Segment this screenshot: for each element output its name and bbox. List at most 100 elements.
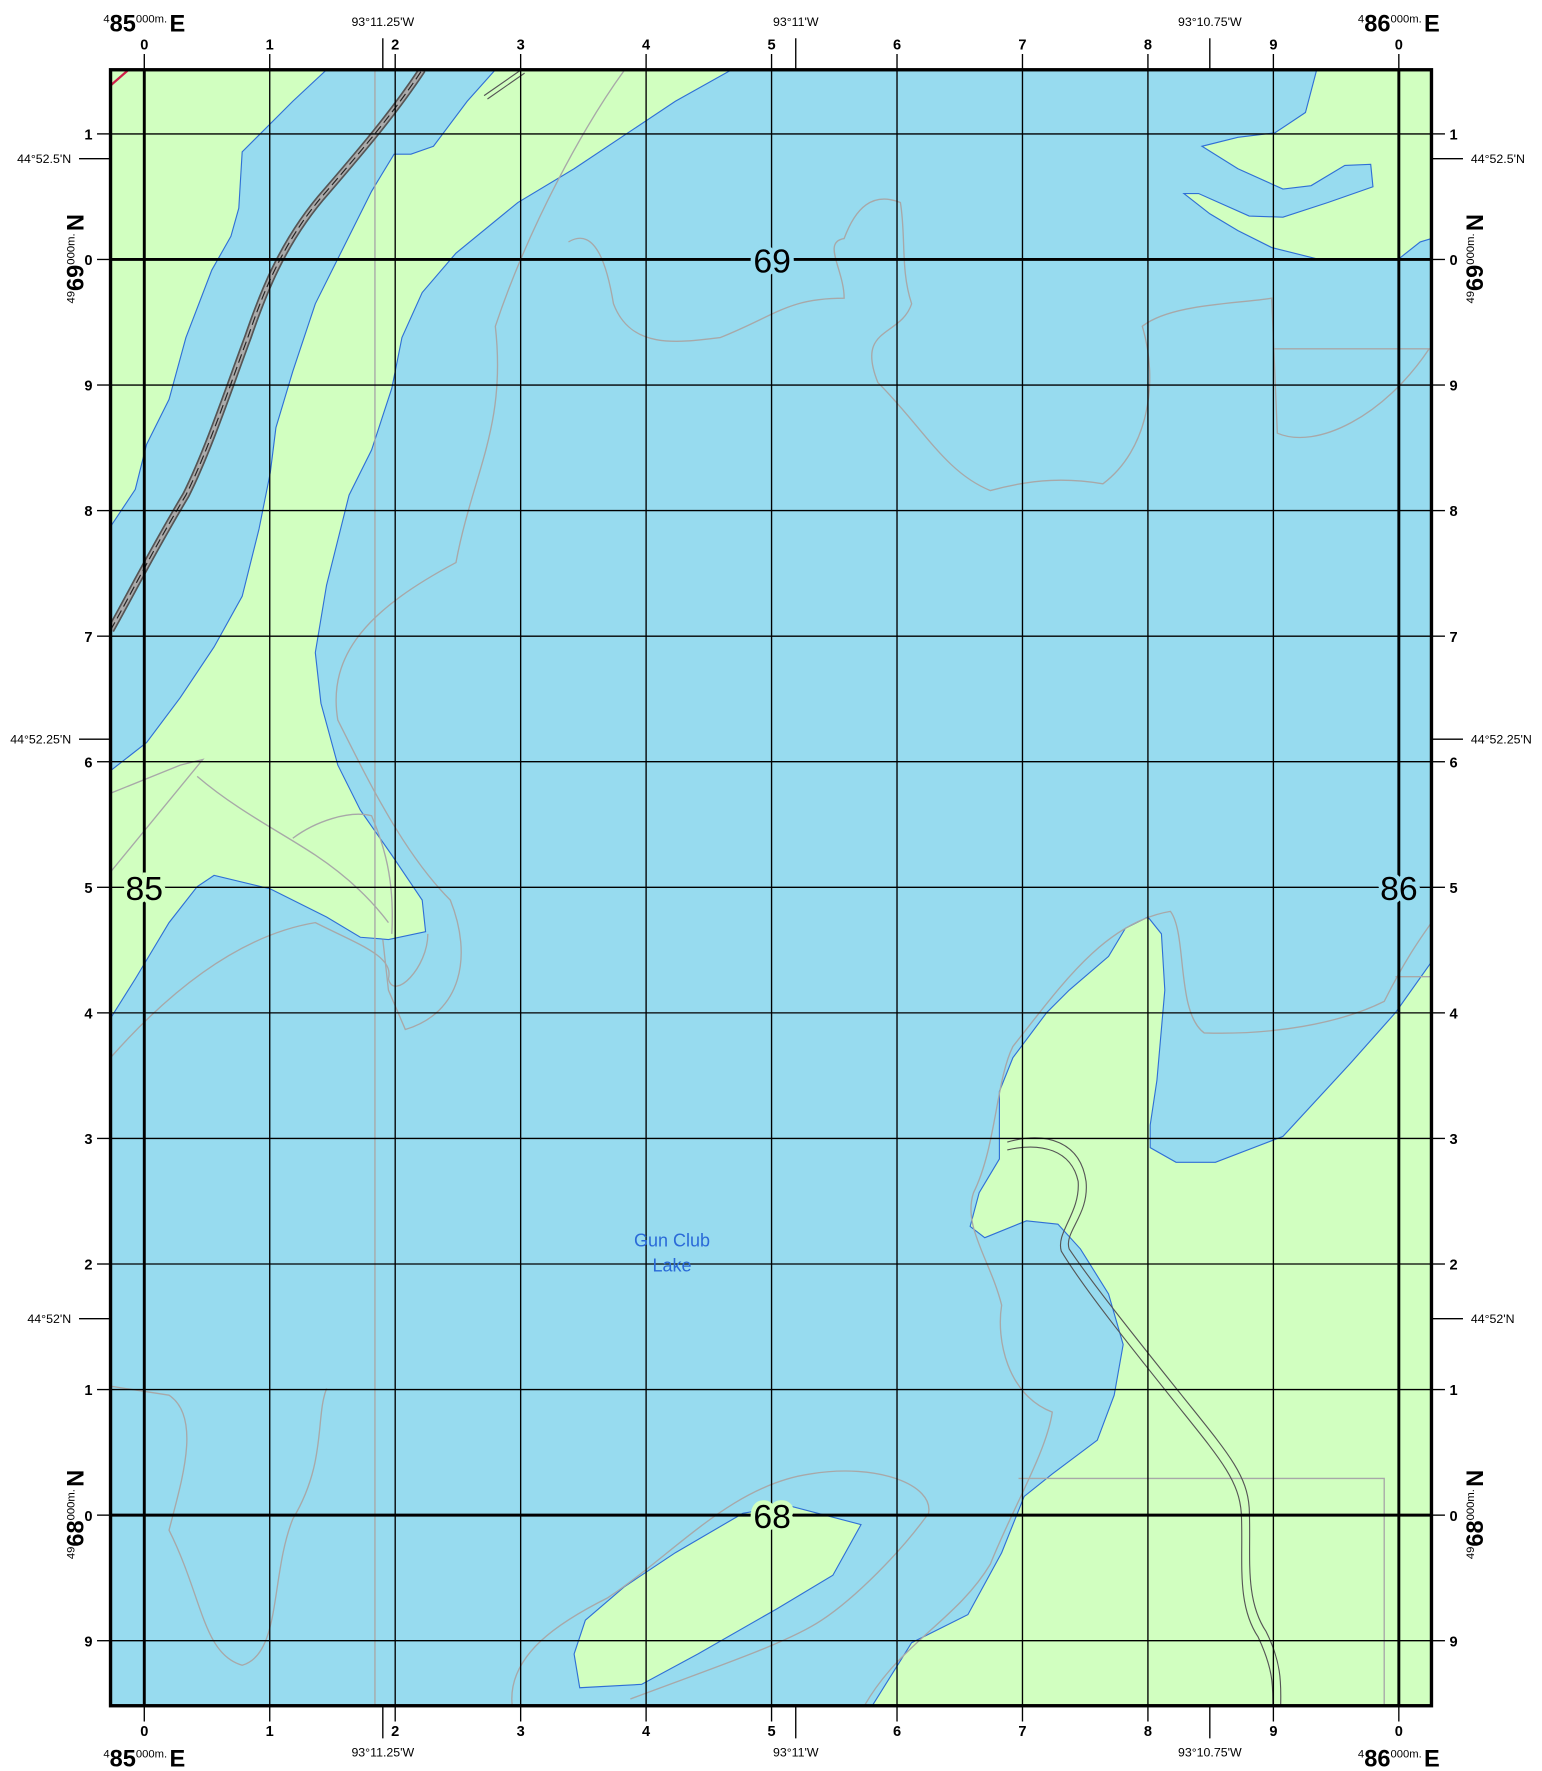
- longitude-label: 93°11'W: [773, 1745, 819, 1759]
- corner-prefix: 4: [1358, 14, 1364, 26]
- northing-label: 4: [1449, 1006, 1458, 1022]
- corner-major: 85: [110, 1746, 136, 1771]
- corner-dir: N: [64, 1470, 90, 1487]
- corner-suffix: 000m.: [1465, 233, 1477, 264]
- corner-suffix: 000m.: [66, 1489, 78, 1520]
- corner-dir: N: [1463, 1470, 1489, 1487]
- latitude-label: 44°52.5'N: [1471, 152, 1525, 166]
- easting-label: 4: [642, 1724, 651, 1740]
- northing-label: 1: [1449, 1383, 1457, 1399]
- northing-label: 8: [1449, 504, 1457, 520]
- latitude-label: 44°52'N: [1471, 1312, 1515, 1326]
- corner-dir: N: [64, 214, 90, 231]
- northing-label: 0: [84, 1509, 92, 1525]
- northing-label: 5: [1449, 881, 1457, 897]
- corner-dir: E: [1424, 12, 1440, 38]
- grid-zone-label: 68: [753, 1498, 791, 1536]
- road: [483, 69, 1282, 1706]
- easting-label: 1: [266, 38, 274, 54]
- corner-major: 86: [1364, 12, 1390, 38]
- corner-major: 69: [1463, 265, 1489, 291]
- easting-label: 9: [1269, 38, 1277, 54]
- corner-suffix: 000m.: [1465, 1489, 1477, 1520]
- corner-label: 4968000m. N: [64, 1470, 90, 1559]
- northing-label: 0: [84, 253, 92, 269]
- map-body: [110, 69, 1432, 1706]
- corner-label: 486000m. E: [1358, 12, 1440, 38]
- land: [871, 916, 1432, 1706]
- easting-label: 0: [1395, 38, 1403, 54]
- easting-label: 5: [767, 38, 775, 54]
- boundary: [110, 69, 130, 87]
- easting-label: 2: [391, 1724, 399, 1740]
- easting-label: 4: [642, 38, 651, 54]
- northing-label: 6: [84, 755, 92, 771]
- northing-label: 1: [1449, 128, 1457, 144]
- easting-label: 5: [767, 1724, 775, 1740]
- northing-label: 9: [1449, 379, 1457, 395]
- northing-label: 0: [1449, 1509, 1457, 1525]
- easting-label: 3: [517, 1724, 525, 1740]
- corner-suffix: 000m.: [1390, 1748, 1421, 1760]
- northing-label: 3: [84, 1132, 92, 1148]
- easting-label: 1: [266, 1724, 274, 1740]
- northing-label: 7: [84, 630, 92, 646]
- contours: [110, 69, 1432, 1706]
- corner-prefix: 49: [66, 291, 78, 304]
- water-label: Gun Club: [634, 1231, 710, 1251]
- corner-prefix: 4: [103, 1748, 109, 1760]
- corner-label: 485000m. E: [103, 1746, 185, 1771]
- grid: [110, 69, 1432, 1706]
- grid-zone-label: 69: [753, 242, 791, 280]
- longitude-label: 93°10.75'W: [1178, 1745, 1242, 1759]
- latitude-label: 44°52'N: [27, 1312, 71, 1326]
- easting-label: 9: [1269, 1724, 1277, 1740]
- corner-major: 69: [64, 265, 90, 291]
- labels: 0 0 1 1 2 2 3 3 4 4 5 5 6 6 7 7 8 8 9 9 0 0 1 1 0 0 9 9 8 8 7 7 6 6 5 5 4 4 3 3…: [10, 12, 1532, 1771]
- grid-zone-label: 86: [1380, 870, 1418, 908]
- northing-label: 4: [84, 1006, 93, 1022]
- northing-label: 2: [84, 1258, 92, 1274]
- latitude-label: 44°52.25'N: [1471, 733, 1532, 747]
- corner-suffix: 000m.: [136, 14, 167, 26]
- corner-label: 485000m. E: [103, 12, 185, 38]
- easting-label: 6: [893, 1724, 901, 1740]
- corner-prefix: 49: [1465, 291, 1477, 304]
- northing-label: 8: [84, 504, 92, 520]
- latitude-label: 44°52.25'N: [10, 733, 71, 747]
- water-label: Lake: [652, 1255, 691, 1275]
- corner-label: 4968000m. N: [1463, 1470, 1489, 1559]
- northing-label: 1: [84, 128, 92, 144]
- northing-label: 5: [84, 881, 92, 897]
- northing-label: 9: [84, 1634, 92, 1650]
- northing-label: 7: [1449, 630, 1457, 646]
- corner-major: 85: [110, 12, 136, 38]
- corner-prefix: 4: [103, 14, 109, 26]
- corner-prefix: 49: [1465, 1547, 1477, 1560]
- longitude-label: 93°11.25'W: [351, 1745, 414, 1759]
- northing-label: 6: [1449, 755, 1457, 771]
- corner-prefix: 49: [66, 1547, 78, 1560]
- corner-dir: E: [1424, 1746, 1440, 1771]
- easting-label: 8: [1144, 38, 1152, 54]
- corner-major: 68: [64, 1520, 90, 1546]
- easting-label: 0: [140, 38, 148, 54]
- easting-label: 8: [1144, 1724, 1152, 1740]
- easting-label: 3: [517, 38, 525, 54]
- corner-dir: E: [169, 12, 185, 38]
- corner-dir: N: [1463, 214, 1489, 231]
- grid-zone-label: 85: [126, 870, 164, 908]
- easting-label: 7: [1018, 1724, 1026, 1740]
- corner-major: 86: [1364, 1746, 1390, 1771]
- easting-label: 2: [391, 38, 399, 54]
- corner-label: 486000m. E: [1358, 1746, 1440, 1771]
- corner-suffix: 000m.: [66, 233, 78, 264]
- corner-major: 68: [1463, 1520, 1489, 1546]
- easting-label: 7: [1018, 38, 1026, 54]
- northing-label: 0: [1449, 253, 1457, 269]
- easting-label: 0: [140, 1724, 148, 1740]
- corner-prefix: 4: [1358, 1748, 1364, 1760]
- northing-label: 9: [1449, 1634, 1457, 1650]
- latitude-label: 44°52.5'N: [17, 152, 71, 166]
